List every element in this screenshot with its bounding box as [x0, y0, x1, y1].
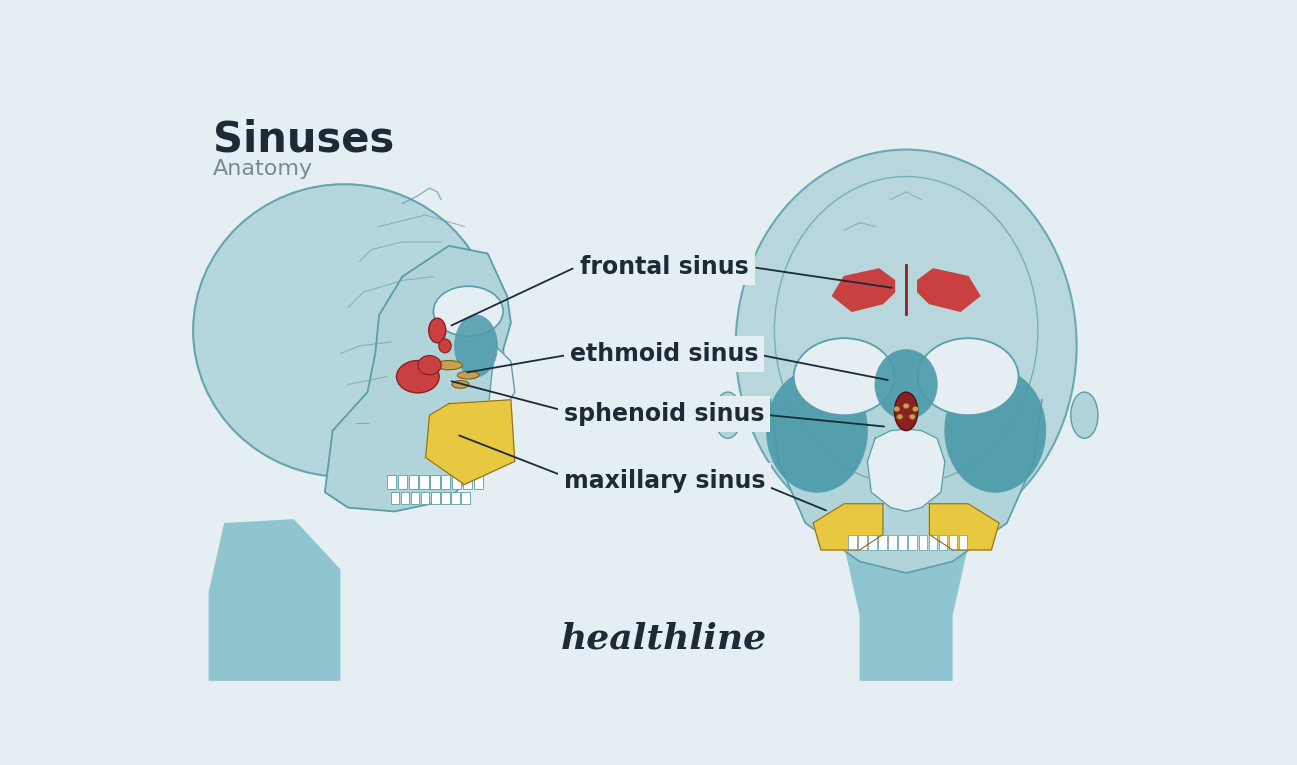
- Text: Sinuses: Sinuses: [213, 119, 394, 161]
- Text: Anatomy: Anatomy: [213, 159, 313, 179]
- Ellipse shape: [1071, 392, 1099, 438]
- Bar: [878, 535, 887, 550]
- Bar: [451, 492, 459, 503]
- Bar: [462, 492, 470, 503]
- Text: maxillary sinus: maxillary sinus: [564, 469, 765, 493]
- Text: healthline: healthline: [562, 621, 768, 656]
- Polygon shape: [209, 519, 340, 681]
- Ellipse shape: [436, 360, 463, 369]
- Ellipse shape: [193, 184, 495, 477]
- Bar: [441, 492, 450, 503]
- Polygon shape: [930, 503, 999, 550]
- Ellipse shape: [715, 392, 742, 438]
- Text: sphenoid sinus: sphenoid sinus: [564, 402, 764, 425]
- Ellipse shape: [735, 149, 1077, 542]
- Polygon shape: [488, 346, 515, 415]
- Text: frontal sinus: frontal sinus: [580, 256, 748, 279]
- Ellipse shape: [946, 369, 1045, 492]
- Bar: [473, 475, 482, 489]
- Bar: [948, 535, 957, 550]
- Bar: [398, 475, 407, 489]
- Bar: [411, 492, 419, 503]
- Bar: [929, 535, 938, 550]
- Ellipse shape: [433, 286, 503, 337]
- Bar: [848, 535, 856, 550]
- Bar: [859, 535, 866, 550]
- Bar: [451, 475, 462, 489]
- Bar: [409, 475, 418, 489]
- Bar: [939, 535, 947, 550]
- Ellipse shape: [895, 392, 918, 431]
- Bar: [868, 535, 877, 550]
- Ellipse shape: [918, 338, 1018, 415]
- Ellipse shape: [909, 414, 916, 419]
- Bar: [401, 492, 410, 503]
- Polygon shape: [833, 269, 895, 311]
- Bar: [431, 475, 440, 489]
- Bar: [899, 535, 907, 550]
- Ellipse shape: [458, 371, 479, 379]
- Bar: [918, 535, 927, 550]
- Polygon shape: [868, 429, 946, 512]
- Bar: [387, 475, 396, 489]
- Polygon shape: [770, 400, 1041, 573]
- Ellipse shape: [875, 350, 938, 419]
- Bar: [888, 535, 896, 550]
- Ellipse shape: [429, 318, 446, 343]
- Ellipse shape: [794, 338, 895, 415]
- Bar: [419, 475, 429, 489]
- Bar: [908, 535, 917, 550]
- Ellipse shape: [894, 406, 900, 412]
- Text: ethmoid sinus: ethmoid sinus: [571, 342, 759, 366]
- Ellipse shape: [397, 360, 440, 393]
- Ellipse shape: [896, 414, 903, 419]
- Polygon shape: [425, 400, 515, 484]
- Bar: [958, 535, 968, 550]
- Ellipse shape: [451, 380, 470, 389]
- Polygon shape: [324, 246, 511, 512]
- Polygon shape: [918, 269, 979, 311]
- Ellipse shape: [418, 356, 441, 375]
- Bar: [441, 475, 450, 489]
- Polygon shape: [844, 546, 968, 681]
- Bar: [422, 492, 429, 503]
- Ellipse shape: [912, 406, 918, 412]
- Bar: [390, 492, 399, 503]
- Ellipse shape: [903, 403, 909, 409]
- Ellipse shape: [438, 339, 451, 353]
- Bar: [463, 475, 472, 489]
- Bar: [431, 492, 440, 503]
- Ellipse shape: [767, 369, 868, 492]
- Polygon shape: [813, 503, 883, 550]
- Ellipse shape: [455, 315, 497, 376]
